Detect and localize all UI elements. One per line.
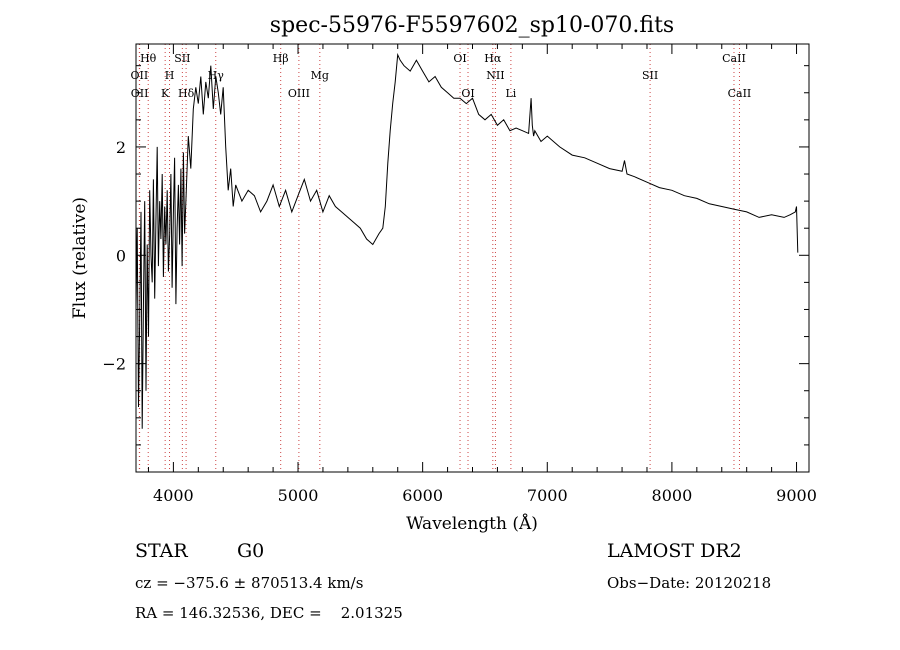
spectral-line-label: Mg xyxy=(311,69,329,82)
object-class: STAR xyxy=(135,540,188,562)
spectral-line-label: CaII xyxy=(722,52,746,65)
survey-name: LAMOST DR2 xyxy=(607,540,742,562)
y-axis-label: Flux (relative) xyxy=(70,197,90,319)
plot-frame xyxy=(135,43,810,473)
x-tick-labels: 4000 5000 6000 7000 8000 9000 xyxy=(153,486,817,505)
redshift-line: cz = −375.6 ± 870513.4 km/s xyxy=(135,574,364,592)
spectral-line-label: SII xyxy=(174,52,190,65)
axis-ticks xyxy=(136,44,809,472)
spectral-line-label: OII xyxy=(131,69,149,82)
spectral-line-label: OIII xyxy=(288,87,310,100)
x-tick-label: 5000 xyxy=(278,486,319,505)
chart-title: spec-55976-F5597602_sp10-070.fits xyxy=(270,13,674,38)
x-tick-label: 9000 xyxy=(776,486,817,505)
x-axis-label: Wavelength (Å) xyxy=(406,513,538,534)
ra-dec-line: RA = 146.32536, DEC = 2.01325 xyxy=(135,604,403,622)
spectral-line-label: Hα xyxy=(484,52,502,65)
y-tick-label: 2 xyxy=(116,138,126,157)
y-tick-label: −2 xyxy=(102,355,126,374)
spectral-line-markers xyxy=(138,44,740,472)
spectral-line-label: OII xyxy=(131,87,149,100)
x-tick-label: 6000 xyxy=(402,486,443,505)
spectral-line-label: H xyxy=(165,69,175,82)
spectral-line-label: CaII xyxy=(728,87,752,100)
x-tick-label: 4000 xyxy=(153,486,194,505)
spectral-line-label: K xyxy=(161,87,170,100)
spectral-line-label: OI xyxy=(461,87,474,100)
y-tick-label: 0 xyxy=(116,246,126,265)
y-tick-labels: −2 0 2 xyxy=(102,138,126,374)
spectral-line-label: Hδ xyxy=(178,87,195,100)
spectrum-line xyxy=(135,52,799,429)
x-tick-label: 7000 xyxy=(527,486,568,505)
spectral-line-label: Li xyxy=(505,87,516,100)
spectral-line-label: SII xyxy=(642,69,658,82)
object-subclass: G0 xyxy=(237,540,265,562)
spectral-line-label: OI xyxy=(453,52,466,65)
spectral-line-label: NII xyxy=(486,69,504,82)
spectral-line-label: Hθ xyxy=(140,52,157,65)
obs-date: Obs−Date: 20120218 xyxy=(607,574,772,592)
spectral-line-label: Hβ xyxy=(273,52,289,65)
x-tick-label: 8000 xyxy=(652,486,693,505)
